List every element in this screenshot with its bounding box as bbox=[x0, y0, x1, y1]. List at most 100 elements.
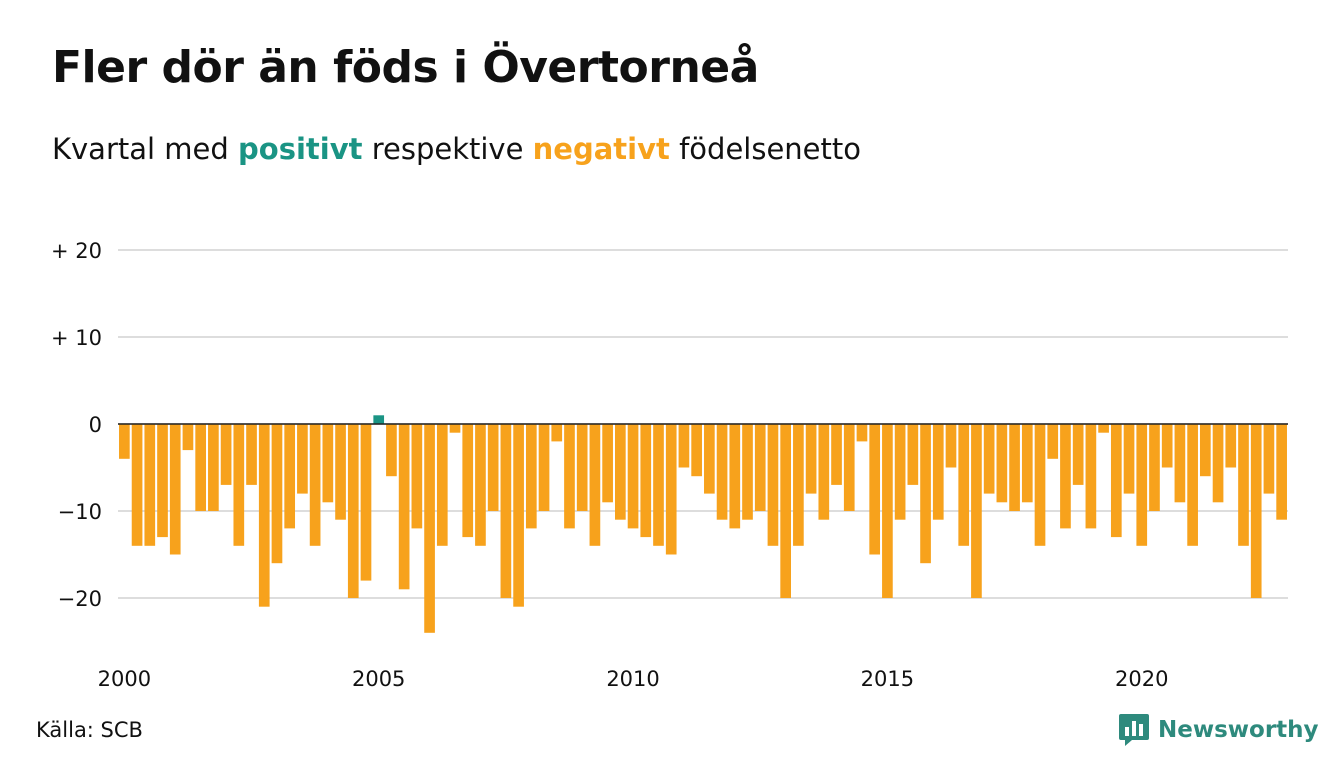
bar bbox=[297, 424, 308, 494]
bar bbox=[1263, 424, 1275, 494]
bar bbox=[1098, 424, 1109, 433]
bar bbox=[754, 424, 766, 511]
bar bbox=[793, 424, 804, 546]
newsworthy-logo-icon bbox=[1119, 714, 1149, 746]
brand-name: Newsworthy bbox=[1158, 717, 1319, 743]
bar bbox=[1009, 424, 1020, 511]
bar bbox=[1200, 424, 1211, 477]
bar bbox=[1238, 424, 1249, 546]
bar bbox=[869, 424, 881, 555]
bar bbox=[729, 424, 741, 529]
bar bbox=[271, 424, 283, 564]
bar bbox=[1225, 424, 1237, 468]
bar bbox=[818, 424, 830, 520]
subtitle-suffix: födelsenetto bbox=[679, 132, 861, 166]
bar bbox=[1149, 424, 1160, 511]
y-tick-label: + 10 bbox=[51, 326, 102, 350]
bar bbox=[678, 424, 690, 468]
bar bbox=[436, 424, 448, 546]
y-tick-label: + 20 bbox=[51, 239, 102, 263]
source-note: Källa: SCB bbox=[36, 718, 143, 742]
y-tick-label: −10 bbox=[58, 500, 102, 524]
bar bbox=[487, 424, 499, 511]
bar bbox=[1174, 424, 1186, 503]
bar bbox=[335, 424, 346, 520]
bar bbox=[1123, 424, 1135, 494]
bars bbox=[118, 415, 1288, 633]
bar bbox=[551, 424, 563, 442]
x-tick-label: 2020 bbox=[1115, 667, 1168, 691]
bar bbox=[780, 424, 791, 598]
bar bbox=[208, 424, 219, 511]
x-tick-label: 2000 bbox=[98, 667, 151, 691]
subtitle-positive-label: positivt bbox=[238, 132, 363, 166]
bar bbox=[945, 424, 957, 468]
subtitle-prefix: Kvartal med bbox=[52, 132, 229, 166]
bar bbox=[691, 424, 702, 477]
bar bbox=[386, 424, 397, 477]
bar bbox=[1136, 424, 1148, 546]
bar bbox=[1161, 424, 1173, 468]
bar bbox=[742, 424, 753, 520]
subtitle-negative-label: negativt bbox=[532, 132, 670, 166]
bar bbox=[182, 424, 194, 451]
bar bbox=[513, 424, 524, 607]
bar bbox=[932, 424, 944, 520]
bar bbox=[653, 424, 664, 546]
bar bbox=[1072, 424, 1084, 485]
x-tick-label: 2015 bbox=[861, 667, 914, 691]
chart-subtitle: Kvartal med positivt respektive negativt… bbox=[52, 132, 861, 166]
bar bbox=[475, 424, 486, 546]
bar bbox=[1034, 424, 1046, 546]
bar bbox=[220, 424, 232, 485]
bar bbox=[462, 424, 474, 538]
bar bbox=[309, 424, 321, 546]
bar bbox=[360, 424, 372, 581]
bar bbox=[525, 424, 537, 529]
bar bbox=[996, 424, 1008, 503]
bar bbox=[195, 424, 206, 511]
bar bbox=[1021, 424, 1033, 503]
y-axis-ticks: + 20 + 10 0 −10 −20 bbox=[51, 239, 102, 611]
bar bbox=[767, 424, 779, 546]
bar bbox=[856, 424, 868, 442]
bar bbox=[665, 424, 677, 555]
chart-title: Fler dör än föds i Övertorneå bbox=[52, 42, 759, 93]
bar bbox=[907, 424, 919, 485]
bar bbox=[322, 424, 334, 503]
bar bbox=[233, 424, 245, 546]
bar bbox=[157, 424, 168, 538]
subtitle-middle: respektive bbox=[371, 132, 524, 166]
bar bbox=[640, 424, 652, 538]
bar bbox=[1212, 424, 1224, 503]
bar bbox=[564, 424, 575, 529]
bar bbox=[589, 424, 601, 546]
bar bbox=[602, 424, 613, 503]
y-tick-label: 0 bbox=[89, 413, 102, 437]
bar bbox=[627, 424, 639, 529]
bar bbox=[958, 424, 970, 546]
bar bbox=[169, 424, 181, 555]
bar bbox=[284, 424, 296, 529]
bar bbox=[704, 424, 715, 494]
bar bbox=[831, 424, 842, 485]
bar bbox=[1276, 424, 1287, 520]
bar bbox=[716, 424, 728, 520]
y-tick-label: −20 bbox=[58, 587, 102, 611]
bar bbox=[882, 424, 893, 598]
bar bbox=[1060, 424, 1071, 529]
bar bbox=[144, 424, 156, 546]
x-tick-label: 2005 bbox=[352, 667, 405, 691]
bar bbox=[971, 424, 982, 598]
bar bbox=[398, 424, 410, 590]
bar bbox=[805, 424, 817, 494]
bar bbox=[373, 415, 385, 424]
bar bbox=[1047, 424, 1059, 459]
bar bbox=[258, 424, 270, 607]
x-tick-label: 2010 bbox=[606, 667, 659, 691]
brand-logo: Newsworthy bbox=[1118, 712, 1319, 748]
bar bbox=[538, 424, 550, 511]
bar bbox=[424, 424, 435, 633]
bar bbox=[1085, 424, 1097, 529]
bar bbox=[1187, 424, 1198, 546]
